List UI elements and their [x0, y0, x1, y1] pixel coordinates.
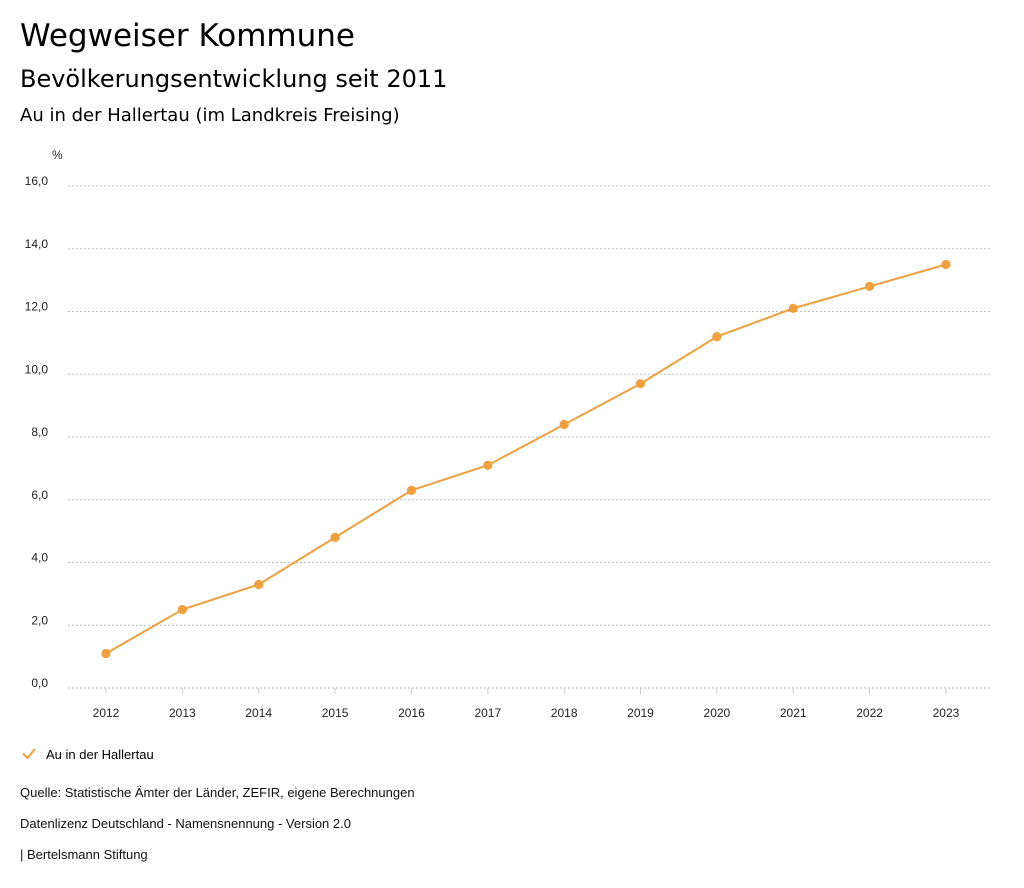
y-tick-label: 2,0	[31, 613, 48, 627]
y-tick-label: 6,0	[31, 488, 48, 502]
chart-subtitle: Bevölkerungsentwicklung seit 2011	[20, 65, 448, 93]
axes: 0,0 2,0 4,0 6,0 8,0 10,0 12,0 14,0 16,0 2012 2013 2…	[25, 174, 960, 720]
data-point[interactable]	[559, 419, 569, 430]
data-point[interactable]	[254, 579, 264, 590]
y-tick-label: 8,0	[31, 425, 48, 439]
x-tick-label: 2023	[933, 706, 960, 720]
organization-note: | Bertelsmann Stiftung	[20, 847, 148, 862]
grid-lines	[68, 185, 990, 689]
data-point[interactable]	[941, 259, 951, 270]
x-tick-label: 2014	[245, 706, 272, 720]
line-chart: 0,0 2,0 4,0 6,0 8,0 10,0 12,0 14,0 16,0 2012 2013 2…	[25, 148, 990, 720]
data-point[interactable]	[788, 303, 798, 313]
legend[interactable]: Au in der Hallertau	[22, 744, 154, 764]
data-point[interactable]	[865, 281, 875, 291]
x-tick-label: 2017	[474, 706, 501, 720]
source-note: Quelle: Statistische Ämter der Länder, Z…	[20, 785, 415, 800]
data-point[interactable]	[177, 604, 187, 615]
data-point[interactable]	[330, 532, 340, 542]
data-points[interactable]	[101, 259, 951, 659]
region-name: Au in der Hallertau (im Landkreis Freisi…	[20, 105, 400, 126]
x-tick-label: 2021	[780, 706, 807, 720]
y-tick-label: 0,0	[31, 676, 48, 690]
x-tick-label: 2012	[93, 706, 120, 720]
series-line	[105, 263, 947, 655]
data-point[interactable]	[483, 460, 493, 470]
data-point[interactable]	[635, 379, 646, 389]
x-tick-label: 2013	[169, 706, 196, 720]
data-point[interactable]	[406, 485, 417, 495]
data-point[interactable]	[101, 648, 111, 659]
y-tick-label: 14,0	[25, 237, 49, 251]
legend-item-label: Au in der Hallertau	[46, 746, 154, 762]
x-tick-label: 2019	[627, 706, 654, 720]
data-point[interactable]	[712, 332, 722, 342]
series-layer	[105, 263, 947, 655]
y-tick-label: 4,0	[31, 551, 48, 565]
x-tick-label: 2020	[704, 706, 731, 720]
x-tick-label: 2018	[551, 706, 578, 720]
x-tick-label: 2016	[398, 706, 425, 720]
license-note: Datenlizenz Deutschland - Namensnennung …	[20, 816, 351, 831]
y-tick-label: 16,0	[25, 174, 49, 188]
checkmark-icon	[22, 748, 36, 759]
y-axis-unit-label: %	[52, 148, 63, 162]
x-tick-label: 2022	[856, 706, 883, 720]
x-tick-label: 2015	[322, 706, 349, 720]
y-tick-label: 10,0	[25, 362, 49, 376]
y-tick-label: 12,0	[25, 300, 49, 314]
page-title: Wegweiser Kommune	[20, 18, 355, 54]
